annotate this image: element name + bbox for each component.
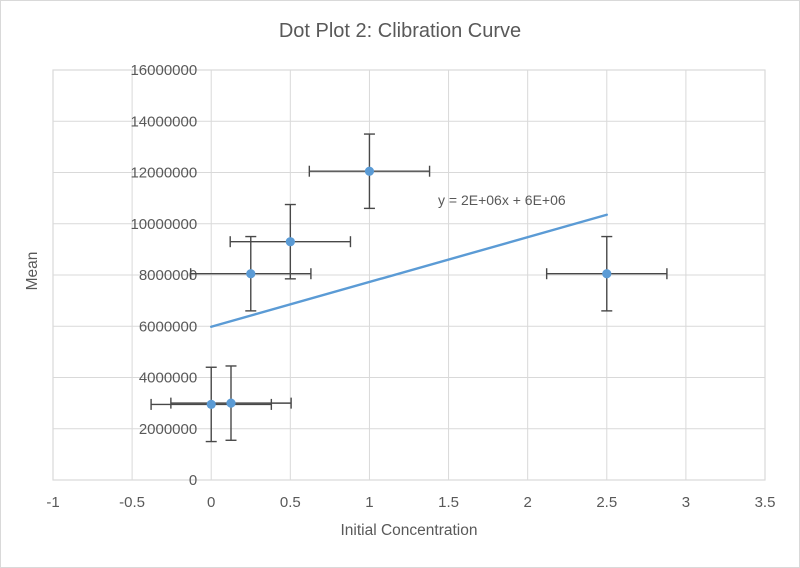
chart-title: Dot Plot 2: Clibration Curve xyxy=(278,20,522,42)
plot-border xyxy=(52,69,766,481)
x-tick-label: 2 xyxy=(523,494,531,511)
y-tick-label: 16000000 xyxy=(130,62,197,79)
x-tick-labels: -1 -0.5 0 0.5 1 1.5 2 2.5 3 3.5 xyxy=(46,494,775,511)
data-point-marker xyxy=(206,399,216,410)
y-tick-label: 2000000 xyxy=(139,421,197,438)
x-tick-label: -1 xyxy=(46,494,59,511)
y-tick-label: 4000000 xyxy=(139,370,197,387)
data-point-marker xyxy=(226,398,236,408)
x-tick-label: -0.5 xyxy=(119,494,145,511)
x-tick-label: 1 xyxy=(365,494,373,511)
data-points xyxy=(206,166,612,410)
data-point-marker xyxy=(285,237,295,247)
x-tick-label: 3.5 xyxy=(755,494,776,511)
trendline xyxy=(210,213,608,328)
y-tick-labels: 0 2000000 4000000 6000000 8000000 10000000 120… xyxy=(130,62,197,489)
y-tick-label: 6000000 xyxy=(139,318,197,335)
data-point-marker xyxy=(246,269,256,279)
y-tick-label: 14000000 xyxy=(130,113,197,130)
x-tick-label: 1.5 xyxy=(438,494,459,511)
x-tick-label: 0 xyxy=(207,494,215,511)
x-axis-title: Initial Concentration xyxy=(340,522,478,539)
y-tick-label: 8000000 xyxy=(139,267,197,284)
x-tick-label: 0.5 xyxy=(280,494,301,511)
x-tick-label: 2.5 xyxy=(596,494,617,511)
y-tick-label: 12000000 xyxy=(130,165,197,182)
x-tick-label: 3 xyxy=(682,494,690,511)
y-tick-label: 10000000 xyxy=(130,216,197,233)
data-point-marker xyxy=(364,166,375,176)
data-point-marker xyxy=(602,269,612,279)
y-tick-label: 0 xyxy=(189,472,197,489)
trendline-equation: y = 2E+06x + 6E+06 xyxy=(438,192,566,208)
error-bars xyxy=(150,133,668,443)
